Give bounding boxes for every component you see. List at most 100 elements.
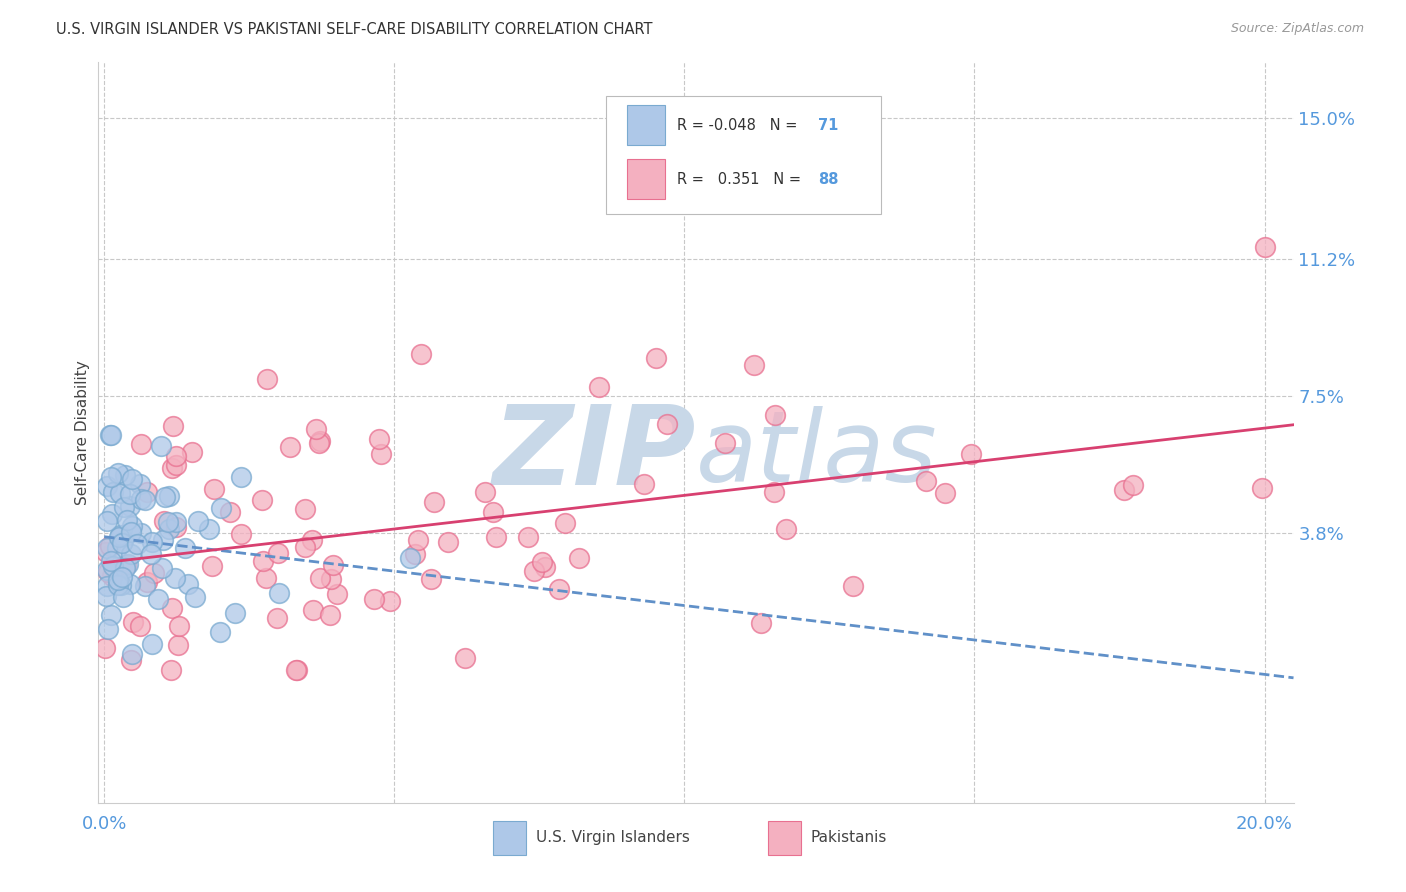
Point bbox=[120, 547, 142, 561]
Point bbox=[934, 486, 956, 500]
Point bbox=[96, 541, 118, 556]
Point bbox=[153, 490, 176, 504]
Point bbox=[165, 516, 187, 530]
Point bbox=[278, 440, 301, 454]
Point bbox=[96, 563, 118, 577]
Point bbox=[98, 428, 121, 442]
Point bbox=[100, 608, 122, 623]
Point bbox=[209, 501, 232, 516]
Point bbox=[363, 592, 385, 607]
Point bbox=[101, 569, 124, 583]
Point bbox=[548, 582, 571, 596]
Point bbox=[101, 507, 124, 521]
Point bbox=[100, 554, 122, 568]
Point bbox=[160, 601, 183, 615]
Point bbox=[229, 527, 252, 541]
Point bbox=[229, 470, 252, 484]
Point bbox=[118, 487, 141, 501]
Point bbox=[763, 484, 786, 499]
Point bbox=[120, 653, 142, 667]
Point bbox=[136, 485, 159, 500]
Point bbox=[437, 534, 460, 549]
Point bbox=[149, 439, 172, 453]
Point bbox=[165, 458, 187, 472]
Point bbox=[399, 551, 422, 566]
Point bbox=[485, 530, 508, 544]
Point bbox=[120, 525, 142, 540]
Point bbox=[367, 433, 389, 447]
Bar bbox=[768, 822, 801, 855]
Point bbox=[474, 484, 496, 499]
Point bbox=[141, 535, 163, 549]
Point bbox=[305, 421, 328, 435]
Point bbox=[110, 578, 132, 592]
Point bbox=[285, 663, 308, 677]
Point bbox=[523, 564, 546, 578]
Point bbox=[103, 485, 125, 500]
Point bbox=[181, 444, 204, 458]
Point bbox=[108, 528, 131, 542]
Text: atlas: atlas bbox=[696, 407, 938, 503]
Point bbox=[370, 447, 392, 461]
Point bbox=[94, 589, 117, 603]
Point bbox=[114, 500, 136, 514]
Point bbox=[633, 476, 655, 491]
Point bbox=[107, 573, 129, 587]
Point bbox=[173, 541, 195, 556]
Point bbox=[136, 575, 159, 590]
Text: R = -0.048   N =: R = -0.048 N = bbox=[676, 118, 801, 133]
Point bbox=[409, 347, 432, 361]
Point bbox=[94, 641, 117, 656]
Point bbox=[309, 571, 332, 585]
Point bbox=[120, 577, 142, 591]
Point bbox=[294, 502, 316, 516]
Point bbox=[100, 427, 122, 442]
Point bbox=[111, 533, 134, 548]
Point bbox=[107, 466, 129, 480]
Point bbox=[128, 619, 150, 633]
Point bbox=[301, 603, 323, 617]
Point bbox=[534, 560, 557, 574]
Point bbox=[141, 636, 163, 650]
Point bbox=[1251, 481, 1274, 495]
Point bbox=[118, 499, 141, 513]
Point bbox=[101, 559, 124, 574]
Point bbox=[111, 590, 134, 604]
Point bbox=[160, 663, 183, 677]
Point bbox=[157, 489, 180, 503]
Point bbox=[114, 468, 136, 483]
Point bbox=[96, 479, 118, 493]
Point bbox=[115, 558, 138, 572]
Point bbox=[134, 492, 156, 507]
Point bbox=[150, 561, 173, 575]
Point bbox=[252, 553, 274, 567]
Point bbox=[202, 483, 225, 497]
Point bbox=[114, 561, 136, 575]
Point bbox=[915, 475, 938, 489]
Point bbox=[129, 491, 152, 506]
Point bbox=[308, 435, 330, 450]
Point bbox=[201, 559, 224, 574]
Point bbox=[763, 408, 786, 422]
Point bbox=[744, 358, 766, 372]
Point bbox=[115, 513, 138, 527]
Point bbox=[714, 435, 737, 450]
Text: ZIP: ZIP bbox=[492, 401, 696, 508]
Point bbox=[111, 570, 134, 584]
Point bbox=[165, 520, 187, 534]
Point bbox=[250, 492, 273, 507]
Point bbox=[380, 593, 402, 607]
Point bbox=[531, 555, 554, 569]
Point bbox=[254, 571, 277, 585]
Point bbox=[406, 533, 429, 547]
Point bbox=[285, 663, 308, 677]
Text: Pakistanis: Pakistanis bbox=[811, 830, 887, 846]
Point bbox=[269, 585, 291, 599]
Point bbox=[152, 533, 174, 548]
Point bbox=[420, 572, 443, 586]
Point bbox=[165, 571, 187, 585]
Text: 88: 88 bbox=[818, 171, 838, 186]
Point bbox=[256, 372, 278, 386]
Bar bbox=[627, 159, 665, 200]
Text: U.S. VIRGIN ISLANDER VS PAKISTANI SELF-CARE DISABILITY CORRELATION CHART: U.S. VIRGIN ISLANDER VS PAKISTANI SELF-C… bbox=[56, 22, 652, 37]
